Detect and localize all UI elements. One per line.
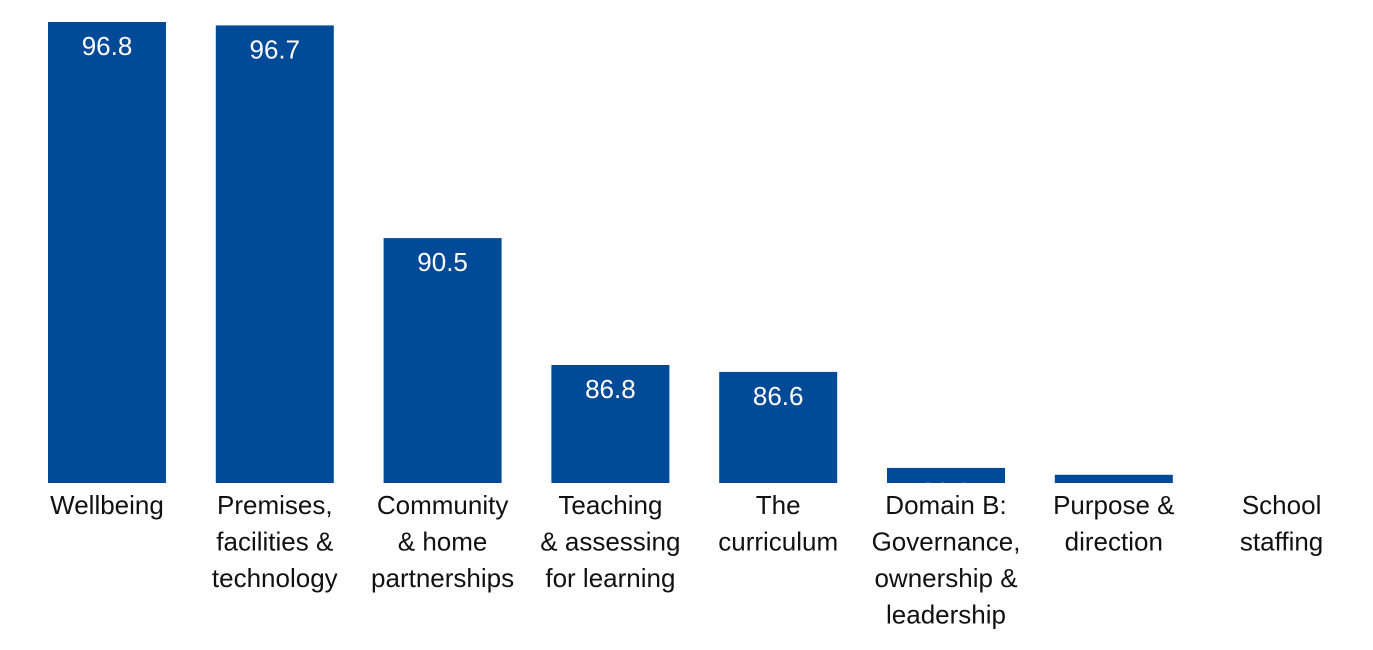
category-label-line: & assessing	[540, 527, 680, 557]
category-label-line: Teaching	[558, 490, 662, 520]
data-label-2: 96.7	[249, 34, 300, 64]
category-label-3: Community & home partnerships	[371, 490, 514, 593]
category-label-line: Premises,	[217, 490, 333, 520]
category-label-line: for learning	[545, 563, 675, 593]
data-label-3: 90.5	[417, 247, 468, 277]
value-labels-group: 96.8 96.7 90.5 86.8 86.6 83.8 83.6 83.0	[82, 31, 1307, 534]
data-label-4: 86.8	[585, 374, 636, 404]
bar-6	[887, 467, 1005, 483]
category-label-line: The	[756, 490, 801, 520]
category-label-line: curriculum	[718, 527, 838, 557]
bars-group	[48, 22, 1173, 484]
category-label-line: & home	[398, 527, 488, 557]
category-label-line: Governance,	[872, 527, 1021, 557]
category-label-2: Premises, facilities & technology	[212, 490, 338, 593]
category-label-4: Teaching & assessing for learning	[540, 490, 680, 593]
category-labels-group: Wellbeing Premises, facilities & technology…	[50, 490, 1323, 630]
category-label-7: Purpose & direction	[1053, 490, 1174, 557]
category-label-line: Community	[377, 490, 508, 520]
data-label-7: 83.6	[1088, 484, 1139, 514]
category-label-5: The curriculum	[718, 490, 838, 557]
category-label-line: Purpose &	[1053, 490, 1174, 520]
category-label-line: ownership &	[874, 563, 1017, 593]
bar-7	[1054, 474, 1173, 483]
bar-4	[551, 365, 670, 483]
category-label-line: technology	[212, 563, 338, 593]
data-label-5: 86.6	[753, 381, 804, 411]
category-label-line: Wellbeing	[50, 490, 164, 520]
data-label-8: 83.0	[1256, 504, 1307, 534]
category-label-line: School	[1242, 490, 1322, 520]
bar-5	[719, 371, 838, 483]
category-label-8: School staffing	[1240, 490, 1323, 557]
category-label-line: partnerships	[371, 563, 514, 593]
bar-2	[215, 25, 334, 484]
category-label-6: Domain B: Governance, ownership & leadershi…	[872, 490, 1021, 630]
data-label-6: 83.8	[921, 477, 972, 507]
category-label-line: leadership	[886, 600, 1006, 630]
category-label-line: staffing	[1240, 527, 1323, 557]
bar-1	[48, 22, 166, 483]
data-label-1: 96.8	[82, 31, 133, 61]
category-label-line: facilities &	[216, 527, 333, 557]
category-label-line: Domain B:	[885, 490, 1006, 520]
bar-3	[383, 238, 502, 483]
category-label-1: Wellbeing	[50, 490, 164, 520]
category-label-line: direction	[1065, 527, 1163, 557]
